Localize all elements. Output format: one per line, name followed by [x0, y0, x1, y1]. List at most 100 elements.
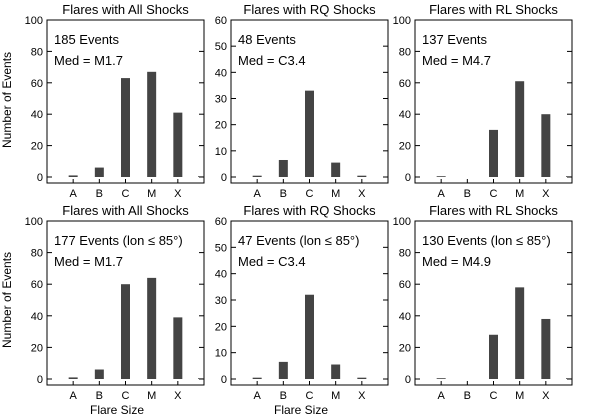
- bar-C: [121, 284, 130, 379]
- bar-tail: [566, 378, 571, 379]
- y-tick-label: 40: [399, 311, 411, 323]
- x-tick-label: X: [174, 390, 182, 402]
- y-tick-label: 40: [399, 109, 411, 121]
- y-tick-label: 20: [31, 141, 43, 153]
- y-tick-label: 20: [399, 342, 411, 354]
- y-tick-label: 60: [31, 279, 43, 291]
- y-tick-label: 80: [399, 248, 411, 260]
- x-tick-label: C: [490, 188, 498, 200]
- x-tick-label: A: [253, 390, 261, 402]
- chart-panel-3: Flares with RL Shocks 0 20 40 60 80 100 A B C M X 13…: [393, 2, 573, 200]
- bar-X: [357, 175, 367, 177]
- bar-A: [68, 377, 78, 379]
- x-tick-label: C: [490, 390, 498, 402]
- annotation-line-1: 130 Events (lon ≤ 85°): [422, 233, 551, 248]
- y-tick-label: 100: [393, 15, 411, 27]
- y-tick-label: 0: [405, 172, 411, 184]
- x-tick-label: M: [515, 390, 524, 402]
- x-tick-label: B: [280, 390, 287, 402]
- chart-title: Flares with All Shocks: [62, 2, 189, 17]
- y-axis-label-bottom: Number of Events: [0, 252, 14, 348]
- y-tick-label: 10: [215, 348, 227, 360]
- bar-X: [541, 114, 551, 177]
- y-tick-label: 0: [37, 172, 43, 184]
- annotation-line-2: Med = M4.7: [422, 53, 491, 68]
- annotation-line-2: Med = M4.9: [422, 254, 491, 269]
- x-tick-label: C: [306, 390, 314, 402]
- y-tick-label: 80: [399, 46, 411, 58]
- x-tick-label: M: [331, 390, 340, 402]
- bar-X: [357, 377, 367, 379]
- x-tick-label: X: [542, 390, 550, 402]
- bar-A: [436, 176, 446, 177]
- chart-title: Flares with RL Shocks: [429, 203, 558, 218]
- bar-tail: [198, 378, 203, 379]
- annotation-line-1: 137 Events: [422, 32, 488, 47]
- x-tick-label: X: [174, 188, 182, 200]
- bar-C: [489, 129, 498, 177]
- x-tick-label: A: [437, 390, 445, 402]
- y-tick-label: 60: [31, 78, 43, 90]
- x-tick-label: X: [542, 188, 550, 200]
- x-tick-label: B: [464, 188, 471, 200]
- annotation-line-2: Med = C3.4: [238, 254, 306, 269]
- y-tick-label: 20: [31, 342, 43, 354]
- y-tick-label: 0: [221, 374, 227, 386]
- bar-tail: [566, 176, 571, 177]
- bar-A: [436, 378, 446, 379]
- bar-B: [278, 159, 288, 177]
- chart-panel-4: Flares with All Shocks 0 20 40 60 80 100 A B C M X 1…: [25, 203, 205, 402]
- y-tick-label: 60: [215, 216, 227, 228]
- x-tick-label: M: [147, 390, 156, 402]
- x-tick-label: M: [331, 188, 340, 200]
- y-tick-label: 100: [25, 15, 43, 27]
- y-axis-label-top: Number of Events: [0, 52, 14, 148]
- bar-B: [94, 167, 104, 177]
- x-tick-label: M: [147, 188, 156, 200]
- x-tick-label: A: [69, 390, 77, 402]
- x-tick-label: B: [464, 390, 471, 402]
- bar-A: [252, 377, 262, 379]
- bar-M: [515, 81, 525, 177]
- y-tick-label: 100: [393, 216, 411, 228]
- bar-X: [541, 318, 551, 379]
- bar-C: [305, 294, 314, 379]
- y-tick-label: 50: [215, 41, 227, 53]
- chart-title: Flares with RQ Shocks: [243, 2, 376, 17]
- x-tick-label: C: [122, 390, 130, 402]
- annotation-line-2: Med = M1.7: [54, 254, 123, 269]
- bar-A: [68, 175, 78, 177]
- x-tick-label: C: [122, 188, 130, 200]
- bar-A: [252, 175, 262, 177]
- y-tick-label: 30: [215, 94, 227, 106]
- bar-X: [173, 112, 183, 177]
- y-tick-label: 40: [31, 311, 43, 323]
- bar-M: [515, 287, 525, 379]
- bar-C: [305, 90, 314, 177]
- y-tick-label: 20: [215, 321, 227, 333]
- y-tick-label: 40: [215, 269, 227, 281]
- chart-panel-6: Flares with RL Shocks 0 20 40 60 80 100 A B C M X 13…: [393, 203, 573, 402]
- y-tick-label: 60: [399, 279, 411, 291]
- bar-M: [331, 364, 341, 379]
- annotation-line-1: 185 Events: [54, 32, 120, 47]
- chart-title: Flares with RL Shocks: [429, 2, 558, 17]
- x-tick-label: C: [306, 188, 314, 200]
- bar-M: [147, 71, 157, 177]
- y-tick-label: 80: [31, 248, 43, 260]
- bar-C: [121, 78, 130, 177]
- bar-M: [331, 162, 341, 177]
- x-tick-label: B: [96, 390, 103, 402]
- x-axis-label-left: Flare Size: [90, 403, 144, 417]
- x-tick-label: B: [280, 188, 287, 200]
- chart-title: Flares with RQ Shocks: [243, 203, 376, 218]
- x-tick-label: A: [253, 188, 261, 200]
- y-tick-label: 10: [215, 146, 227, 158]
- y-tick-label: 0: [221, 172, 227, 184]
- x-tick-label: X: [358, 390, 366, 402]
- annotation-line-1: 177 Events (lon ≤ 85°): [54, 233, 183, 248]
- bar-M: [147, 277, 157, 379]
- y-tick-label: 20: [399, 141, 411, 153]
- annotation-line-1: 48 Events: [238, 32, 296, 47]
